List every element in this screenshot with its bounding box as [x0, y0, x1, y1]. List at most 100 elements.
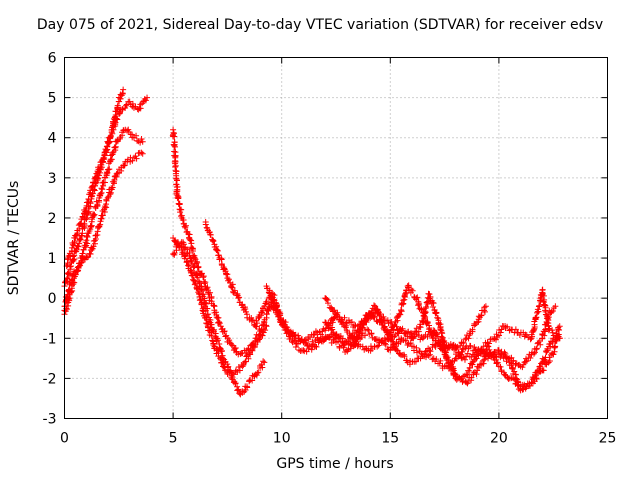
data-point	[530, 350, 537, 357]
data-point	[486, 346, 493, 353]
data-point	[378, 337, 385, 344]
data-point	[486, 352, 493, 359]
data-point	[329, 308, 336, 315]
data-point	[541, 301, 548, 308]
x-tick-label: 0	[60, 431, 69, 447]
data-point	[99, 186, 106, 193]
data-point	[497, 354, 504, 361]
data-point	[139, 138, 146, 145]
data-point	[193, 258, 200, 265]
data-point	[186, 236, 193, 243]
data-points	[61, 86, 563, 398]
data-point	[549, 307, 556, 314]
data-point	[142, 97, 149, 104]
data-point	[388, 319, 395, 326]
series-track-c	[61, 149, 146, 310]
data-point	[556, 323, 563, 330]
data-point	[512, 326, 519, 333]
data-point	[482, 303, 489, 310]
data-point	[262, 322, 269, 329]
data-point	[359, 325, 366, 332]
data-point	[549, 327, 556, 334]
data-point	[415, 328, 422, 335]
y-tick-label: -2	[43, 371, 57, 387]
data-point	[211, 326, 218, 333]
data-point	[342, 324, 349, 331]
data-point	[341, 314, 348, 321]
data-point	[65, 287, 72, 294]
data-point	[310, 331, 317, 338]
data-point	[329, 319, 336, 326]
data-point	[225, 276, 232, 283]
data-point	[443, 355, 450, 362]
data-point	[552, 303, 559, 310]
data-point	[364, 326, 371, 333]
data-point	[205, 291, 212, 298]
data-point	[113, 108, 120, 115]
data-point	[467, 343, 474, 350]
data-point	[409, 287, 416, 294]
data-point	[440, 338, 447, 345]
data-point	[400, 297, 407, 304]
data-point	[352, 338, 359, 345]
data-point	[92, 174, 99, 181]
data-point	[285, 327, 292, 334]
data-point	[426, 351, 433, 358]
data-point	[533, 375, 540, 382]
data-point	[464, 350, 471, 357]
data-point	[481, 353, 488, 360]
data-point	[99, 212, 106, 219]
data-point	[191, 277, 198, 284]
data-point	[298, 336, 305, 343]
y-tick-label: -1	[43, 331, 57, 347]
data-point	[104, 143, 111, 150]
data-point	[505, 355, 512, 362]
series-track-k	[263, 283, 563, 368]
data-point	[348, 319, 355, 326]
data-point	[397, 311, 404, 318]
data-point	[221, 328, 228, 335]
x-tick-label: 15	[381, 431, 399, 447]
data-point	[427, 348, 434, 355]
data-point	[370, 313, 377, 320]
data-point	[110, 120, 117, 127]
data-point	[520, 361, 527, 368]
data-point	[209, 337, 216, 344]
data-point	[375, 309, 382, 316]
data-point	[221, 363, 228, 370]
data-point	[64, 256, 71, 263]
data-point	[263, 298, 270, 305]
data-point	[305, 345, 312, 352]
data-point	[79, 250, 86, 257]
data-point	[75, 264, 82, 271]
data-point	[330, 315, 337, 322]
data-point	[108, 156, 115, 163]
data-point	[455, 349, 462, 356]
data-point	[242, 305, 249, 312]
data-point	[544, 347, 551, 354]
data-point	[277, 312, 284, 319]
data-point	[540, 298, 547, 305]
data-point	[73, 231, 80, 238]
data-point	[191, 262, 198, 269]
data-point	[359, 324, 366, 331]
data-point	[405, 282, 412, 289]
data-point	[221, 328, 228, 335]
y-tick-label: 1	[48, 251, 57, 267]
data-point	[259, 364, 266, 371]
data-point	[64, 291, 71, 298]
data-point	[119, 132, 126, 139]
data-point	[200, 273, 207, 280]
data-point	[375, 342, 382, 349]
data-point	[76, 236, 83, 243]
data-point	[65, 270, 72, 277]
data-point	[295, 332, 302, 339]
data-point	[469, 328, 476, 335]
data-point	[516, 332, 523, 339]
data-point	[418, 306, 425, 313]
data-point	[539, 289, 546, 296]
data-point	[542, 354, 549, 361]
data-point	[491, 335, 498, 342]
data-point	[239, 301, 246, 308]
data-point	[331, 307, 338, 314]
